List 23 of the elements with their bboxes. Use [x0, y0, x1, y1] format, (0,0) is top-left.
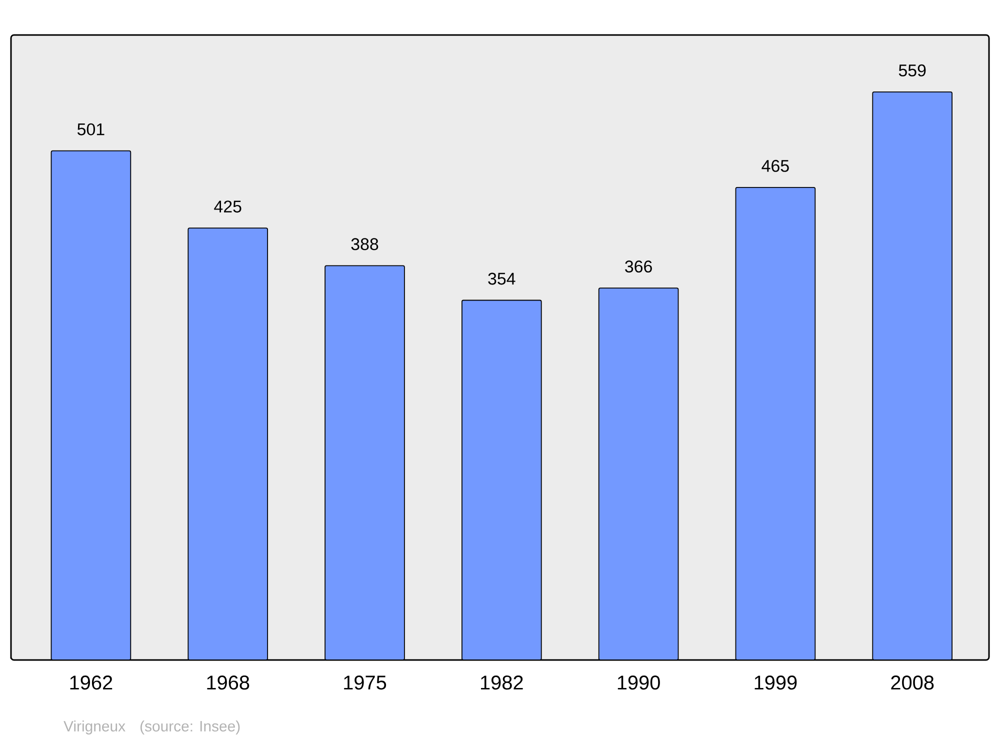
bar [872, 91, 952, 660]
text: Virigneux [64, 720, 126, 734]
data-label: 388 [351, 238, 378, 250]
x-tick-label: 1982 [481, 676, 523, 690]
x-tick-label: 1990 [618, 676, 660, 690]
data-label: 366 [625, 260, 652, 273]
bar [735, 186, 816, 660]
x-tick-label: 1999 [754, 676, 797, 690]
data-label: 425 [214, 200, 242, 213]
bar [324, 265, 405, 660]
data-label: 559 [898, 64, 926, 76]
x-tick-label: 2008 [891, 676, 934, 690]
data-label: 465 [762, 160, 789, 172]
bar [50, 150, 132, 660]
x-tick-label: 1975 [344, 676, 386, 690]
text: (source: Insee) [140, 720, 240, 734]
bar [598, 288, 679, 660]
bar [462, 300, 542, 660]
x-tick-label: 1968 [207, 676, 250, 690]
x-tick-label: 1962 [70, 676, 112, 690]
data-label: 501 [77, 123, 104, 136]
bar [188, 228, 268, 660]
data-label: 354 [488, 272, 516, 285]
